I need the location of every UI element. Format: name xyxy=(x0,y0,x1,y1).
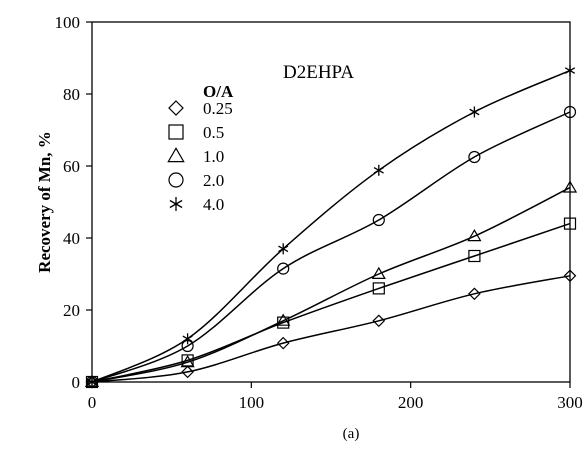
point-0.25-240 xyxy=(468,287,481,301)
figure-caption: (a) xyxy=(343,426,360,442)
point-2.0-120 xyxy=(277,262,290,275)
legend-marker-4.0 xyxy=(169,197,183,211)
legend-marker-2.0 xyxy=(168,172,184,188)
point-4.0-300-stroke xyxy=(564,67,576,74)
point-4.0-60-stroke xyxy=(182,335,193,343)
x-tick-label-100: 100 xyxy=(239,393,265,412)
y-axis-label: Recovery of Mn, % xyxy=(35,131,54,273)
x-tick-label-0: 0 xyxy=(88,393,97,412)
axes-layer: 0 20 40 60 80 100 0 100 200 300 xyxy=(55,13,583,412)
point-4.0-120 xyxy=(278,243,289,255)
legend-marker-0.25 xyxy=(168,100,184,116)
point-0.25-60 xyxy=(181,365,194,379)
y-tick-label-60: 60 xyxy=(63,157,80,176)
point-4.0-60 xyxy=(182,333,193,345)
point-4.0-240-stroke xyxy=(469,108,480,116)
series-line-2.0 xyxy=(91,111,571,383)
annotation-d2ehpa: D2EHPA xyxy=(283,62,354,83)
y-tick-label-100: 100 xyxy=(55,13,81,32)
y-tick-label-20: 20 xyxy=(63,301,80,320)
legend-marker-0.5 xyxy=(168,124,184,140)
legend-label-1.0: 1.0 xyxy=(203,147,224,166)
legend-marker-1.0 xyxy=(167,147,185,163)
point-2.0-240 xyxy=(468,150,481,164)
plot-border xyxy=(91,21,571,383)
point-1.0-300 xyxy=(562,180,578,193)
series-line-0.25 xyxy=(91,275,571,383)
point-0.5-240 xyxy=(468,249,481,263)
y-tick-label-40: 40 xyxy=(63,229,80,248)
series-line-4.0 xyxy=(91,69,571,383)
point-0.25-120 xyxy=(276,336,290,350)
legend-label-2.0: 2.0 xyxy=(203,171,224,190)
point-2.0-300 xyxy=(563,105,577,119)
point-0.5-180 xyxy=(372,282,385,295)
legend-label-0.5: 0.5 xyxy=(203,123,224,142)
point-4.0-120-stroke xyxy=(278,245,289,253)
legend-title: O/A xyxy=(203,82,234,101)
legend: O/A 0.25 0.5 1.0 2.0 4.0 xyxy=(167,82,234,214)
legend-label-0.25: 0.25 xyxy=(203,99,233,118)
plot-area xyxy=(91,21,571,383)
point-1.0-60 xyxy=(180,354,195,368)
point-0.25-180 xyxy=(372,314,386,328)
x-tick-label-200: 200 xyxy=(398,393,424,412)
point-2.0-180 xyxy=(372,213,385,227)
y-tick-label-0: 0 xyxy=(72,373,81,392)
y-tick-label-80: 80 xyxy=(63,85,80,104)
point-0.25-300 xyxy=(563,269,577,283)
series-4.0 xyxy=(86,65,576,388)
point-0.5-300 xyxy=(563,217,577,230)
point-4.0-300 xyxy=(564,65,576,77)
point-4.0-180-stroke xyxy=(373,167,384,174)
x-tick-label-300: 300 xyxy=(557,393,583,412)
point-1.0-240 xyxy=(467,228,482,242)
series-1.0 xyxy=(84,180,578,387)
point-4.0-180 xyxy=(373,164,384,176)
point-4.0-240 xyxy=(469,106,480,118)
point-1.0-120 xyxy=(276,313,291,326)
legend-marker-4.0-stroke xyxy=(169,199,183,209)
legend-label-4.0: 4.0 xyxy=(203,195,224,214)
point-1.0-180 xyxy=(371,266,386,279)
series-layer xyxy=(84,65,578,389)
